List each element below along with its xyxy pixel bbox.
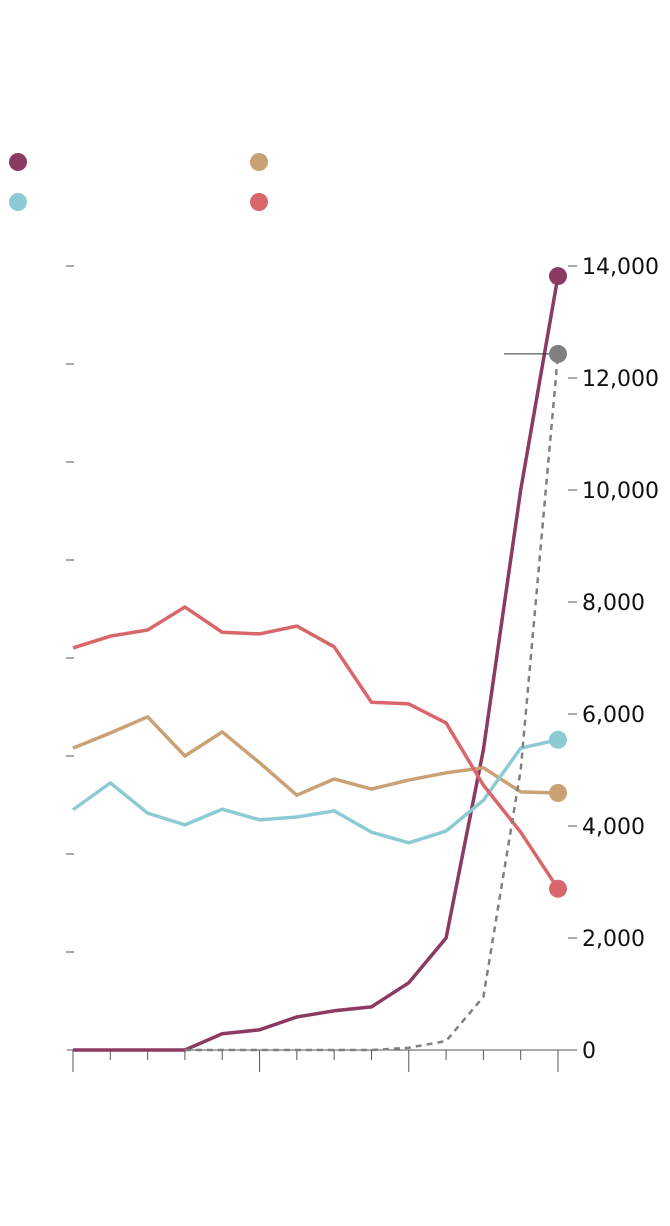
y-tick-label: 8,000 xyxy=(582,591,645,616)
y-tick-label: 12,000 xyxy=(582,367,659,392)
series-line xyxy=(73,275,560,1052)
y-tick-label: 10,000 xyxy=(582,479,659,504)
y-tick-label: 2,000 xyxy=(582,927,645,952)
end-marker xyxy=(549,344,567,363)
y-tick-label: 0 xyxy=(582,1039,596,1064)
legend-marker xyxy=(250,193,268,211)
legend-marker xyxy=(9,193,27,211)
legend-marker xyxy=(250,153,268,171)
y-tick-label: 4,000 xyxy=(582,815,645,840)
series-line xyxy=(184,353,560,1052)
end-marker xyxy=(549,267,567,286)
series-line xyxy=(72,605,560,890)
series-line xyxy=(72,715,559,797)
end-marker xyxy=(549,879,567,898)
left-ticks xyxy=(66,265,74,953)
series-line xyxy=(71,738,559,845)
y-tick-label: 14,000 xyxy=(582,255,659,280)
legend-marker xyxy=(9,153,27,171)
end-marker xyxy=(549,783,567,802)
y-tick-label: 6,000 xyxy=(582,703,645,728)
end-marker xyxy=(549,730,567,749)
